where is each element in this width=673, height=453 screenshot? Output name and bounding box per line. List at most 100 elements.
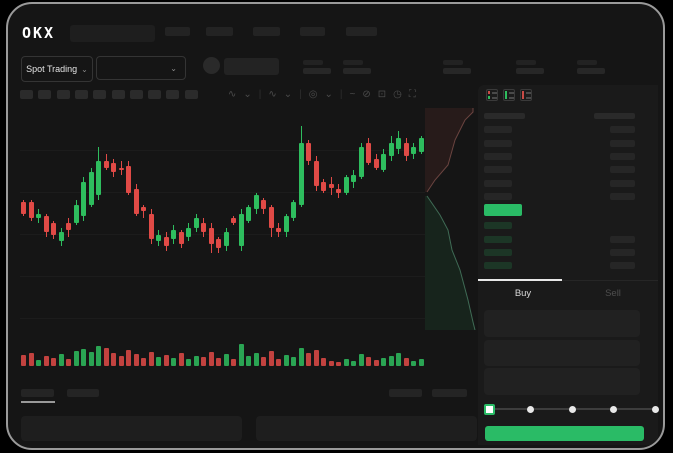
- tab-sell[interactable]: Sell: [605, 287, 621, 299]
- trade-input-placeholder[interactable]: [484, 340, 640, 366]
- candle-body: [141, 206, 146, 212]
- nav-item-placeholder[interactable]: [253, 27, 280, 36]
- toolbar-pill-button[interactable]: [56, 90, 70, 99]
- candlestick-chart[interactable]: [20, 108, 425, 340]
- candle-body: [178, 232, 184, 244]
- tab-buy[interactable]: Buy: [514, 287, 532, 299]
- slider-stop[interactable]: [651, 405, 659, 413]
- okx-app-window: OKX Spot Trading ⌄ ⌄ ∿ ⌄ | ∿ ⌄ | ◎ ⌄ | ~ ⊘ ⊡ ◷ ⛶: [8, 4, 663, 448]
- volume-bar: [28, 353, 34, 366]
- fullscreen-icon[interactable]: ⛶: [408, 88, 416, 100]
- interval-icon[interactable]: ◎: [308, 88, 318, 100]
- nav-search-placeholder[interactable]: [70, 25, 155, 42]
- toolbar-pill-button[interactable]: [166, 90, 180, 99]
- slider-stop[interactable]: [527, 405, 534, 413]
- candle-body: [373, 158, 379, 168]
- volume-bar: [328, 360, 334, 366]
- history-icon[interactable]: ◷: [393, 88, 402, 100]
- candle-wick: [143, 204, 144, 219]
- trendline-tool-icon[interactable]: ~: [349, 88, 356, 100]
- ask-amount-placeholder[interactable]: [610, 166, 635, 173]
- volume-pane: [20, 340, 425, 367]
- indicator-icon[interactable]: ∿: [268, 88, 277, 100]
- ask-amount-placeholder[interactable]: [610, 180, 635, 187]
- bottom-tab-placeholder[interactable]: [389, 389, 422, 397]
- candle-style-icon[interactable]: ∿: [228, 88, 237, 100]
- toolbar-pill-button[interactable]: [111, 90, 125, 99]
- toolbar-pill-button[interactable]: [184, 90, 198, 99]
- nav-item-placeholder[interactable]: [346, 27, 377, 36]
- volume-bar: [321, 358, 326, 366]
- icon-line: [509, 92, 514, 94]
- ask-amount-placeholder[interactable]: [610, 126, 635, 133]
- ask-price-placeholder[interactable]: [484, 166, 512, 173]
- volume-bar: [186, 359, 191, 366]
- nav-item-placeholder[interactable]: [206, 27, 233, 36]
- volume-bar: [88, 352, 94, 366]
- ask-price-placeholder[interactable]: [484, 180, 512, 187]
- bid-price-placeholder[interactable]: [484, 262, 512, 269]
- volume-bar: [291, 357, 296, 366]
- volume-bar: [381, 358, 386, 366]
- pair-selector[interactable]: ⌄: [96, 56, 186, 80]
- toolbar-pill-button[interactable]: [148, 90, 162, 99]
- ask-price-placeholder[interactable]: [484, 140, 512, 147]
- candle-body: [343, 177, 349, 194]
- orderbook-combined-view-icon[interactable]: [486, 89, 498, 101]
- volume-bar: [306, 353, 311, 366]
- bottom-tab-placeholder[interactable]: [432, 389, 467, 397]
- trade-input-placeholder[interactable]: [484, 368, 640, 395]
- bottom-tab-placeholder[interactable]: [67, 389, 99, 397]
- toolbar-pill-button[interactable]: [38, 90, 52, 99]
- depth-overlay: [425, 108, 476, 330]
- bottom-panel-right: [256, 416, 477, 441]
- orderbook-asks-view-icon[interactable]: [520, 89, 532, 101]
- toolbar-pill-button[interactable]: [20, 90, 33, 99]
- toolbar-pill-button[interactable]: [129, 90, 143, 99]
- nav-item-placeholder[interactable]: [165, 27, 190, 36]
- okx-logo[interactable]: OKX: [22, 24, 56, 42]
- toolbar-pill-button[interactable]: [74, 90, 88, 99]
- ask-amount-placeholder[interactable]: [610, 193, 635, 200]
- slider-handle[interactable]: [484, 404, 495, 415]
- snapshot-icon[interactable]: ⊡: [377, 88, 387, 100]
- tab-bar-divider: [478, 280, 658, 281]
- chevron-down-icon[interactable]: ⌄: [324, 88, 333, 100]
- candle-body: [306, 142, 311, 161]
- candle-body: [201, 223, 206, 233]
- nav-item-placeholder[interactable]: [300, 27, 325, 36]
- volume-bar: [231, 359, 236, 366]
- market-type-selector[interactable]: Spot Trading ⌄: [21, 56, 93, 82]
- ask-amount-placeholder[interactable]: [610, 140, 635, 147]
- volume-bar: [261, 357, 266, 366]
- bid-amount-placeholder[interactable]: [610, 249, 635, 256]
- slider-stop[interactable]: [610, 405, 617, 413]
- eraser-tool-icon[interactable]: ⊘: [362, 88, 371, 100]
- candle-body: [418, 137, 424, 152]
- ask-price-placeholder[interactable]: [484, 153, 512, 160]
- candle-body: [283, 216, 289, 233]
- ask-amount-placeholder[interactable]: [610, 153, 635, 160]
- last-price-bar[interactable]: [484, 204, 522, 216]
- chevron-down-icon[interactable]: ⌄: [243, 88, 252, 100]
- bid-price-placeholder[interactable]: [484, 236, 512, 243]
- orderbook-bids-view-icon[interactable]: [503, 89, 515, 101]
- slider-stop[interactable]: [568, 405, 576, 413]
- pair-coin-avatar[interactable]: [203, 57, 220, 74]
- bid-amount-placeholder[interactable]: [610, 262, 635, 269]
- ask-price-placeholder[interactable]: [484, 126, 512, 133]
- ticker-stat-label-placeholder: [303, 60, 323, 65]
- candle-body: [261, 200, 266, 210]
- buy-submit-button[interactable]: [485, 426, 644, 441]
- ask-price-placeholder[interactable]: [484, 193, 512, 200]
- chevron-down-icon[interactable]: ⌄: [283, 88, 293, 100]
- candle-body: [21, 202, 26, 214]
- ticker-stat-value-placeholder: [343, 68, 371, 74]
- bid-price-placeholder[interactable]: [484, 222, 512, 229]
- trade-input-placeholder[interactable]: [484, 310, 640, 337]
- bid-price-placeholder[interactable]: [484, 249, 512, 256]
- bid-amount-placeholder[interactable]: [610, 236, 635, 243]
- icon-line: [509, 97, 514, 99]
- toolbar-pill-button[interactable]: [93, 90, 107, 99]
- bottom-tab-placeholder[interactable]: [21, 389, 54, 397]
